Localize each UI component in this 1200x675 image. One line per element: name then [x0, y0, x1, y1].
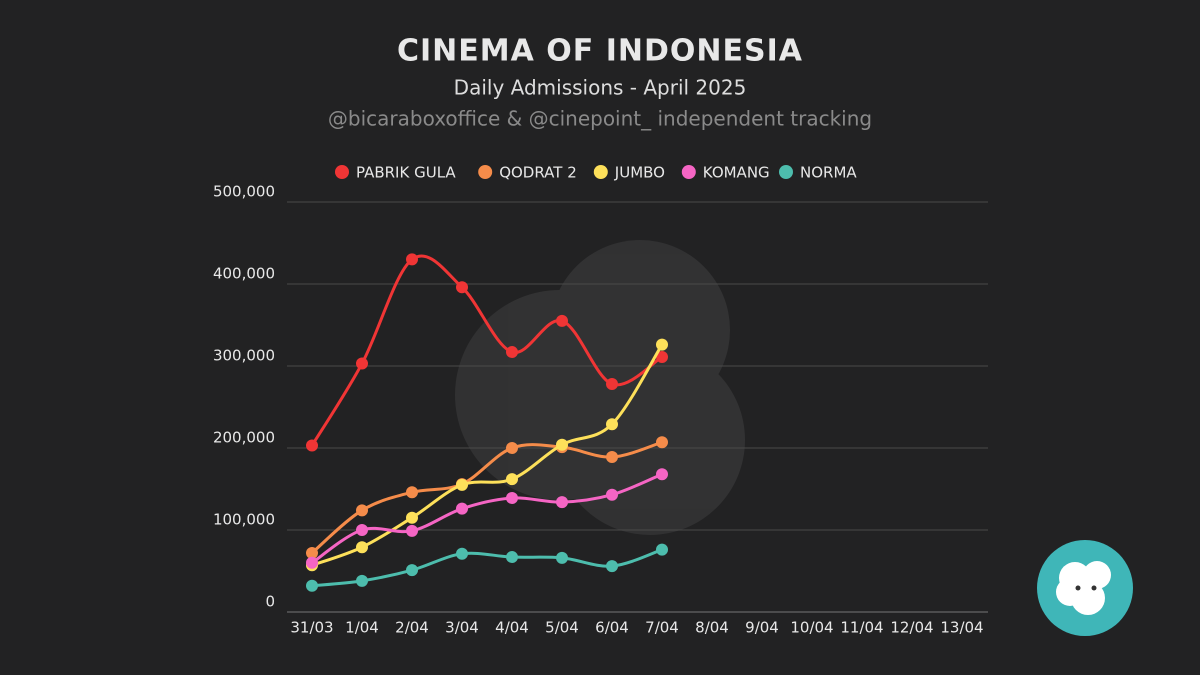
- legend-label: JUMBO: [614, 164, 665, 182]
- legend-label: NORMA: [800, 164, 857, 182]
- data-point: [306, 546, 318, 559]
- data-point: [656, 436, 668, 449]
- data-point: [556, 314, 568, 327]
- data-point: [506, 492, 518, 505]
- x-tick-label: 2/04: [395, 619, 429, 637]
- data-point: [456, 281, 468, 294]
- data-point: [506, 346, 518, 359]
- x-tick-label: 9/04: [745, 619, 779, 637]
- data-point: [306, 439, 318, 452]
- data-point: [556, 438, 568, 451]
- data-point: [456, 547, 468, 560]
- x-tick-label: 5/04: [545, 619, 579, 637]
- data-point: [406, 524, 418, 537]
- x-tick-label: 4/04: [495, 619, 529, 637]
- data-point: [306, 579, 318, 592]
- data-point: [606, 451, 618, 464]
- x-tick-label: 31/03: [290, 619, 333, 637]
- legend-marker: [593, 165, 608, 179]
- x-tick-label: 12/04: [890, 619, 933, 637]
- data-point: [506, 551, 518, 564]
- data-point: [406, 253, 418, 266]
- data-point: [506, 442, 518, 454]
- legend-marker: [681, 165, 696, 179]
- data-point: [606, 378, 618, 391]
- x-tick-label: 10/04: [790, 619, 833, 637]
- data-point: [606, 488, 618, 501]
- y-tick-label: 0: [265, 593, 275, 611]
- x-tick-label: 8/04: [695, 619, 729, 637]
- data-point: [656, 338, 668, 351]
- legend-marker: [478, 165, 493, 179]
- data-point: [656, 468, 668, 481]
- data-point: [456, 502, 468, 515]
- data-point: [656, 350, 668, 363]
- chart-subtitle: Daily Admissions - April 2025: [454, 76, 747, 100]
- y-tick-label: 300,000: [213, 347, 275, 365]
- chart-source: @bicaraboxoffice & @cinepoint_ independe…: [328, 107, 872, 131]
- data-point: [606, 418, 618, 431]
- y-tick-label: 400,000: [213, 265, 275, 283]
- data-point: [306, 556, 318, 569]
- y-tick-label: 500,000: [213, 183, 275, 201]
- data-point: [356, 357, 368, 370]
- legend-label: KOMANG: [703, 164, 770, 182]
- data-point: [456, 478, 468, 491]
- data-point: [406, 564, 418, 577]
- x-tick-label: 11/04: [840, 619, 883, 637]
- data-point: [406, 511, 418, 524]
- y-tick-label: 200,000: [213, 429, 275, 447]
- data-point: [606, 560, 618, 573]
- data-point: [356, 504, 368, 517]
- legend-label: PABRIK GULA: [356, 164, 456, 182]
- x-tick-label: 1/04: [345, 619, 379, 637]
- data-point: [356, 524, 368, 536]
- data-point: [656, 543, 668, 556]
- legend-marker: [779, 165, 793, 179]
- data-point: [556, 551, 568, 564]
- x-tick-label: 3/04: [445, 619, 479, 637]
- x-tick-label: 6/04: [595, 619, 629, 637]
- legend-label: QODRAT 2: [499, 164, 577, 182]
- x-tick-label: 13/04: [940, 619, 983, 637]
- data-point: [506, 473, 518, 486]
- data-point: [406, 486, 418, 499]
- legend-marker: [335, 165, 349, 179]
- y-tick-label: 100,000: [213, 511, 275, 529]
- data-point: [356, 541, 368, 554]
- data-point: [556, 496, 568, 509]
- x-tick-label: 7/04: [645, 619, 679, 637]
- series-line: [310, 254, 663, 447]
- data-point: [356, 574, 368, 587]
- chart-title: CINEMA OF INDONESIA: [397, 34, 803, 69]
- logo: [1037, 540, 1133, 636]
